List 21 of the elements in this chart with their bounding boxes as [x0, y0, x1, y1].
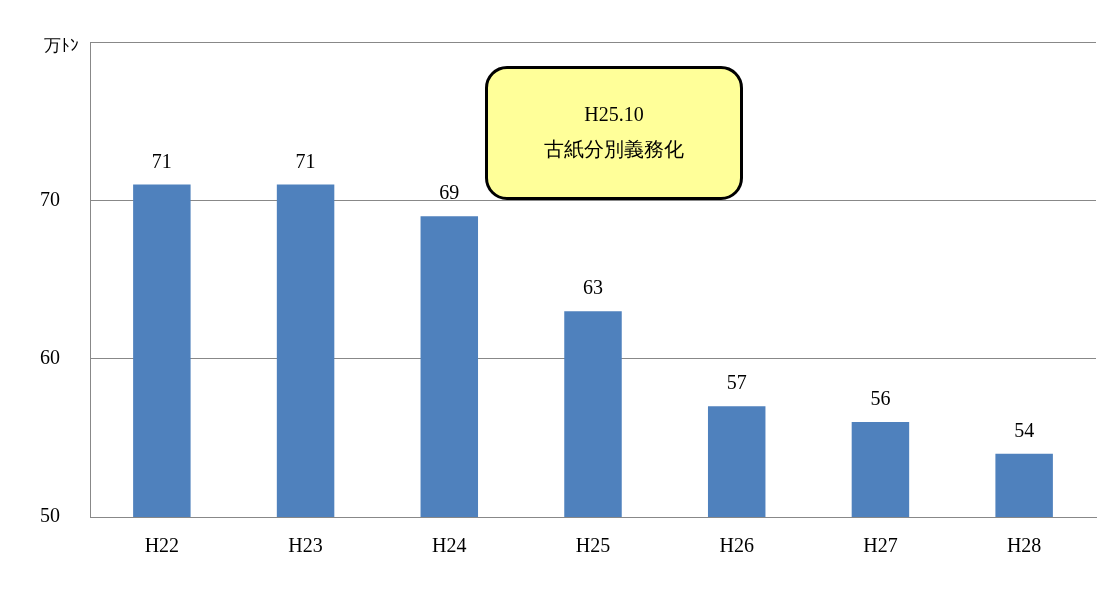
y-axis-title: 万ﾄﾝ: [44, 34, 79, 57]
annotation: H25.10: [584, 103, 644, 126]
y-tick-label: 70: [40, 187, 60, 210]
data-label: 63: [583, 276, 603, 299]
data-label: 71: [295, 149, 316, 172]
y-tick-label: 50: [40, 504, 60, 527]
callout-box: H25.10 古紙分別義務化: [485, 66, 743, 200]
data-label: 69: [439, 181, 460, 204]
x-tick-label: H26: [719, 534, 754, 557]
data-label: 56: [870, 387, 891, 410]
x-tick-label: H28: [1006, 534, 1042, 557]
x-tick-label: H23: [288, 534, 323, 557]
annotation: 古紙分別義務化: [544, 136, 684, 163]
data-label: 54: [1014, 418, 1035, 441]
data-label: 71: [151, 149, 172, 172]
x-tick-label: H27: [863, 534, 898, 557]
x-tick-label: H24: [432, 534, 467, 557]
y-tick-label: 60: [40, 345, 60, 368]
x-tick-label: H25: [575, 534, 611, 557]
data-label: 57: [726, 371, 747, 394]
x-tick-label: H22: [144, 534, 180, 557]
